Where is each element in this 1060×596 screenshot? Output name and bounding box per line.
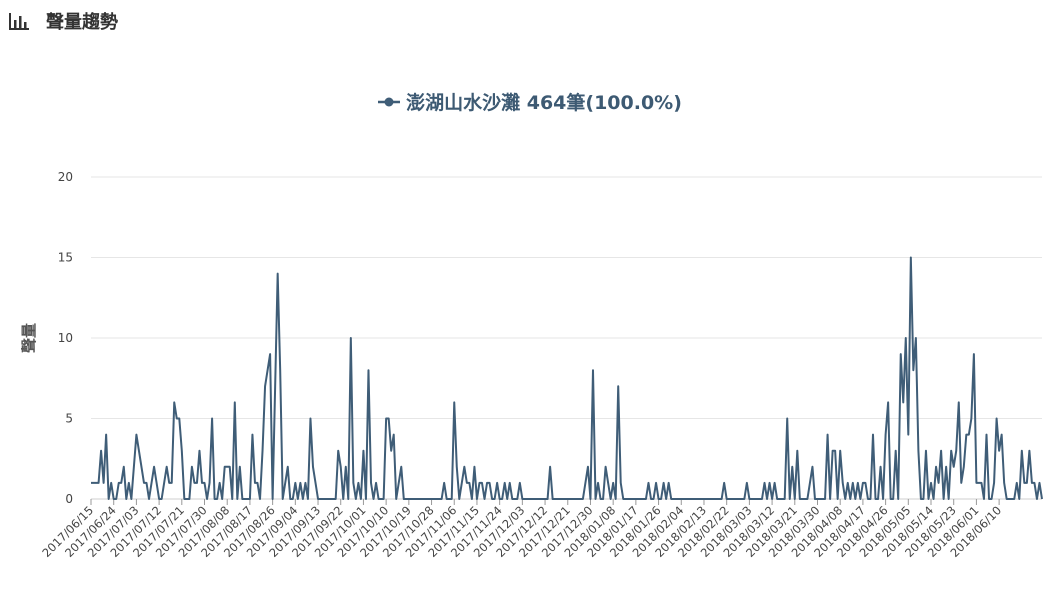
- bar-chart-icon: [9, 13, 29, 30]
- y-tick-label: 15: [58, 251, 73, 265]
- y-axis-label: 聲量: [20, 323, 38, 353]
- chart-legend[interactable]: 澎湖山水沙灘 464筆(100.0%): [0, 88, 1060, 115]
- chart-header: 聲量趨勢: [8, 6, 118, 36]
- y-tick-label: 0: [65, 492, 73, 506]
- series-line[interactable]: [91, 256, 1043, 500]
- series-layer: [91, 256, 1043, 500]
- y-tick-label: 10: [58, 331, 73, 345]
- page-title: 聲量趨勢: [46, 12, 118, 33]
- legend-series-label: 澎湖山水沙灘 464筆(100.0%): [406, 92, 682, 114]
- legend-line-marker-icon: [378, 97, 401, 106]
- x-axis-ticks: 2017/06/152017/06/242017/07/032017/07/12…: [39, 499, 1004, 560]
- y-axis-ticks: 0 5 10 15 20: [58, 170, 73, 506]
- y-tick-label: 20: [58, 170, 73, 184]
- y-tick-label: 5: [65, 412, 73, 426]
